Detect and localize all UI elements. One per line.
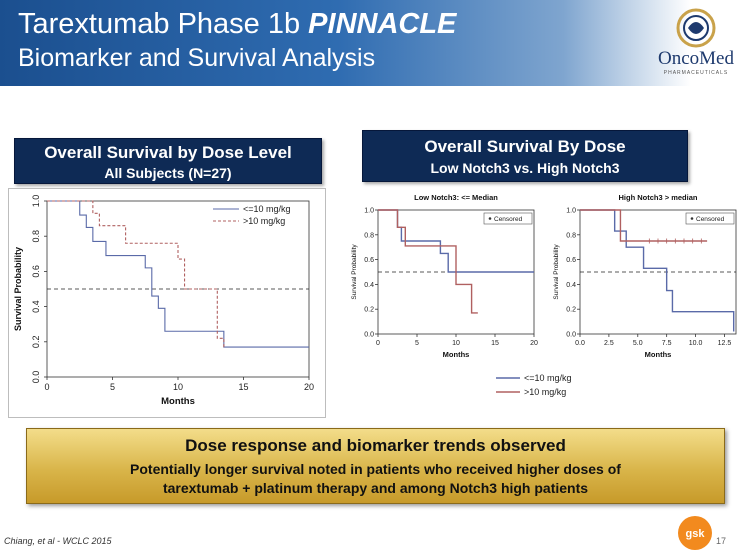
summary-callout: Dose response and biomarker trends obser… (26, 428, 725, 504)
legend-high-label: >10 mg/kg (524, 387, 566, 397)
svg-text:gsk: gsk (686, 528, 706, 540)
citation: Chiang, et al - WCLC 2015 (4, 536, 112, 546)
y-tick-label: 0.4 (566, 282, 576, 289)
summary-line2: tarextumab + platinum therapy and among … (162, 480, 589, 496)
censored-legend-label: Censored (494, 216, 523, 223)
x-tick-label: 15 (238, 382, 248, 392)
censored-legend-label: Censored (696, 216, 725, 223)
chart-title: Low Notch3: <= Median (414, 193, 498, 202)
right-box-line2: Low Notch3 vs. High Notch3 (430, 160, 620, 176)
y-tick-label: 0.8 (566, 232, 576, 239)
page-number: 17 (716, 536, 727, 546)
x-tick-label: 0.0 (575, 340, 585, 347)
slide-title: Tarextumab Phase 1b PINNACLE (18, 8, 456, 41)
slide-subtitle: Biomarker and Survival Analysis (18, 44, 376, 72)
y-tick-label: 0.2 (566, 307, 576, 314)
x-tick-label: 15 (491, 340, 499, 347)
oncomed-logo: OncoMed PHARMACEUTICALS (648, 6, 744, 82)
os-all-subjects-chart: 0 5 10 15 20 0.0 0.2 0.4 0.6 0.8 1.0 Months Survival… (8, 188, 326, 418)
logo-subtext: PHARMACEUTICALS (663, 70, 729, 76)
y-tick-label: 1.0 (364, 208, 374, 215)
right-box-line1: Overall Survival By Dose (424, 137, 626, 156)
summary-heading: Dose response and biomarker trends obser… (185, 436, 566, 455)
y-tick-label: 0.8 (364, 232, 374, 239)
censored-marker-icon (488, 217, 492, 220)
summary-text: Potentially longer survival noted in pat… (27, 460, 724, 498)
y-tick-label: 1.0 (566, 208, 576, 215)
x-tick-label: 10 (173, 382, 183, 392)
os-low-notch3-chart: Low Notch3: <= Median 0 5 10 15 20 0.0 0.2 0.4 0.… (348, 188, 546, 370)
summary-line1: Potentially longer survival noted in pat… (130, 461, 621, 477)
left-box-line1: Overall Survival by Dose Level (44, 143, 292, 162)
y-tick-label: 0.4 (364, 282, 374, 289)
y-tick-label: 0.8 (31, 230, 41, 243)
left-chart-title-box: Overall Survival by Dose Level All Subje… (14, 138, 322, 184)
censored-marker-icon (690, 217, 694, 220)
y-tick-label: 0.0 (364, 332, 374, 339)
x-axis-label: Months (645, 350, 672, 359)
slide-header: Tarextumab Phase 1b PINNACLE Biomarker a… (0, 0, 751, 86)
x-tick-label: 5 (415, 340, 419, 347)
survival-curve-low-dose (47, 200, 309, 348)
y-axis-label: Survival Probability (553, 244, 560, 300)
y-axis-label: Survival Probability (351, 244, 358, 300)
legend-label: >10 mg/kg (243, 216, 285, 226)
x-tick-label: 5.0 (633, 340, 643, 347)
logo-name: OncoMed (658, 48, 734, 69)
legend-label: <=10 mg/kg (243, 204, 291, 214)
gsk-logo-icon: gsk (678, 516, 712, 550)
x-tick-label: 20 (304, 382, 314, 392)
survival-curve-high-dose (378, 209, 478, 314)
x-tick-label: 10.0 (689, 340, 703, 347)
shared-legend: <=10 mg/kg >10 mg/kg (496, 373, 572, 397)
survival-curve-high-dose (580, 209, 708, 242)
x-axis-label: Months (443, 350, 470, 359)
y-tick-label: 1.0 (31, 195, 41, 208)
title-text: Tarextumab Phase 1b (18, 8, 309, 40)
survival-curve-low-dose (580, 209, 735, 332)
right-chart-title-box: Overall Survival By Dose Low Notch3 vs. … (362, 130, 688, 182)
y-tick-label: 0.6 (31, 265, 41, 278)
y-tick-label: 0.6 (566, 257, 576, 264)
censored-legend-box (685, 212, 735, 225)
x-tick-label: 0 (44, 382, 49, 392)
left-box-line2: All Subjects (N=27) (104, 165, 232, 181)
x-tick-label: 12.5 (718, 340, 732, 347)
legend-low-label: <=10 mg/kg (524, 373, 572, 383)
y-axis-label: Survival Probability (13, 247, 23, 331)
y-tick-label: 0.2 (31, 336, 41, 349)
x-tick-label: 5 (110, 382, 115, 392)
os-high-notch3-chart: High Notch3 > median 0.0 2.5 5.0 7.5 10.0 12.5… (550, 188, 748, 370)
x-tick-label: 10 (452, 340, 460, 347)
y-tick-label: 0.6 (364, 257, 374, 264)
y-tick-label: 0.4 (31, 300, 41, 313)
x-axis-label: Months (161, 396, 195, 407)
y-tick-label: 0.0 (31, 371, 41, 384)
logo-mark-icon (676, 8, 716, 48)
y-tick-label: 0.0 (566, 332, 576, 339)
title-emphasis: PINNACLE (308, 8, 457, 40)
y-tick-label: 0.2 (364, 307, 374, 314)
x-tick-label: 0 (376, 340, 380, 347)
survival-curve-high-dose (47, 200, 225, 348)
x-tick-label: 7.5 (662, 340, 672, 347)
x-tick-label: 20 (530, 340, 538, 347)
censored-legend-box (483, 212, 533, 225)
chart-title: High Notch3 > median (619, 193, 698, 202)
x-tick-label: 2.5 (604, 340, 614, 347)
